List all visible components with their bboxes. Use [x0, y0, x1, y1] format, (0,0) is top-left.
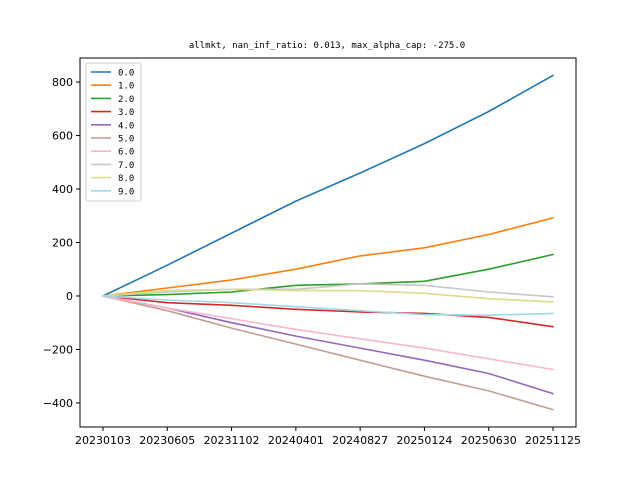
series-line-1-0 [102, 217, 554, 297]
series-line-7-0 [102, 283, 554, 298]
y-tick-label: 200 [52, 237, 73, 250]
y-tick-label: 400 [52, 183, 73, 196]
series-line-8-0 [102, 288, 554, 303]
series-line-0-0 [102, 74, 554, 297]
legend-label: 7.0 [118, 161, 134, 171]
legend: 0.0 1.0 2.0 3.0 4.0 5.0 6.0 7.0 8.0 9.0 [85, 62, 142, 202]
series-line-3-0 [102, 295, 554, 328]
y-tick-label: 800 [52, 76, 73, 89]
x-tick-label: 20231102 [204, 434, 260, 447]
series-line-9-0 [102, 295, 554, 317]
legend-label: 1.0 [118, 82, 134, 92]
legend-label: 6.0 [118, 148, 134, 158]
series-line-6-0 [102, 295, 554, 371]
x-tick-label: 20230605 [139, 434, 195, 447]
x-tick-label: 20240401 [268, 434, 324, 447]
series-layer [102, 74, 554, 411]
series-line-5-0 [102, 295, 554, 411]
legend-box [85, 62, 142, 202]
y-tick-label: −200 [43, 343, 73, 356]
legend-label: 9.0 [118, 187, 134, 197]
y-tick-label: 0 [66, 290, 73, 303]
x-tick-label: 20251125 [525, 434, 581, 447]
y-tick-label: 600 [52, 130, 73, 143]
axis-ticks: 20230103 20230605 20231102 20240401 20240827… [43, 76, 581, 447]
legend-label: 4.0 [118, 121, 134, 131]
legend-label: 5.0 [118, 135, 134, 145]
legend-label: 3.0 [118, 108, 134, 118]
legend-label: 2.0 [118, 95, 134, 105]
legend-label: 8.0 [118, 174, 134, 184]
legend-label: 0.0 [118, 69, 134, 79]
series-line-2-0 [102, 253, 554, 297]
x-tick-label: 20230103 [75, 434, 131, 447]
chart-title: allmkt, nan_inf_ratio: 0.013, max_alpha_… [189, 41, 465, 51]
y-tick-label: −400 [43, 397, 73, 410]
x-tick-label: 20250630 [461, 434, 517, 447]
x-tick-label: 20240827 [332, 434, 388, 447]
x-tick-label: 20250124 [396, 434, 452, 447]
